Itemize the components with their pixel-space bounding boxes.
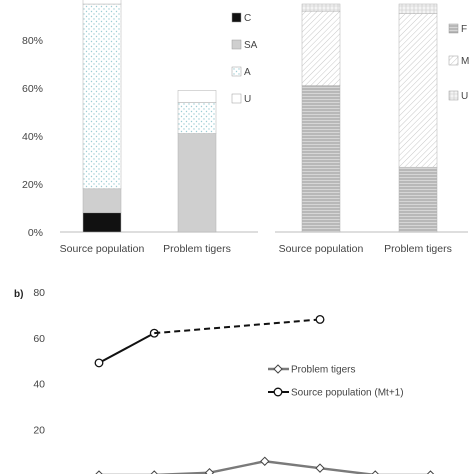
y-tick-label: 60% [22,83,43,95]
data-point-problem-tigers [260,456,270,466]
legend-swatch-f [448,23,459,34]
b-y-ticks: 20 40 60 80 [33,287,45,436]
a2-bars [301,3,438,233]
legend-swatch-sa [231,39,242,50]
legend-label-a: A [244,67,251,78]
y-tick-label: 40 [33,379,45,391]
data-point-problem-tigers [315,463,325,473]
a1-category-labels: Source population Problem tigers [60,243,231,255]
a2-legend: F M U [448,23,469,102]
bar-source-population-u [301,3,341,12]
bar-problem-tigers-sa [177,133,217,233]
data-point-dashed-end [315,315,325,324]
bar-problem-tigers-f [398,166,438,233]
y-tick-label: 20% [22,179,43,191]
legend-swatch-u [231,93,242,104]
legend-marker-problem-tigers [273,364,283,374]
data-point-source-population-mt-1 [94,358,104,368]
bar-problem-tigers-m [398,13,438,168]
legend-label-m: M [461,56,469,67]
category-label: Problem tigers [384,243,452,255]
legend-swatch-a [231,66,242,77]
y-tick-label: 40% [22,131,43,143]
legend-label-sa: SA [244,40,258,51]
bar-source-population-u [82,0,122,5]
b-legend: Problem tigers Source population (Mt+1) [268,364,404,399]
a2-category-labels: Source population Problem tigers [279,243,452,255]
bar-problem-tigers-u [398,3,438,14]
panel-b: b) 20 40 60 80 Problem tigers Source populat… [14,287,435,474]
category-label: Source population [279,243,364,255]
legend-label-c: C [244,13,251,24]
data-point-problem-tigers [204,468,215,474]
bar-problem-tigers-a [177,102,217,134]
y-tick-label: 20 [33,424,45,436]
legend-label-problem-tigers: Problem tigers [291,365,355,376]
y-tick-label: 80% [22,35,43,47]
y-tick-label: 60 [33,333,45,345]
legend-marker-source-population-mt-1 [273,387,283,397]
bar-source-population-c [82,212,122,233]
legend-label-f: F [461,24,467,35]
panel-a2: Source population Problem tigers F M U [275,3,469,255]
category-label: Problem tigers [163,243,231,255]
y-tick-label: 80 [33,287,45,299]
legend-swatch-u [448,90,459,101]
a1-legend: C SA A U [231,12,258,105]
a1-bars [82,0,217,233]
bar-problem-tigers-u [177,90,217,103]
legend-swatch-c [231,12,242,23]
bar-source-population-f [301,85,341,233]
legend-swatch-m [448,55,459,66]
y-tick-label: 0% [28,227,43,239]
legend-label-u: U [461,91,468,102]
series-line-source-population-mt-1 [98,332,155,364]
bar-source-population-a [82,3,122,190]
panel-b-label: b) [14,289,23,300]
series-line-trend-extension [154,318,321,335]
panel-a1: 0% 20% 40% 60% 80% Source population Problem … [22,0,258,255]
a1-y-ticks: 0% 20% 40% 60% 80% [22,35,43,239]
bar-source-population-m [301,10,341,86]
bar-source-population-sa [82,188,122,214]
legend-label-source-population-mt-1: Source population (Mt+1) [291,388,404,399]
legend-label-u: U [244,94,251,105]
category-label: Source population [60,243,145,255]
